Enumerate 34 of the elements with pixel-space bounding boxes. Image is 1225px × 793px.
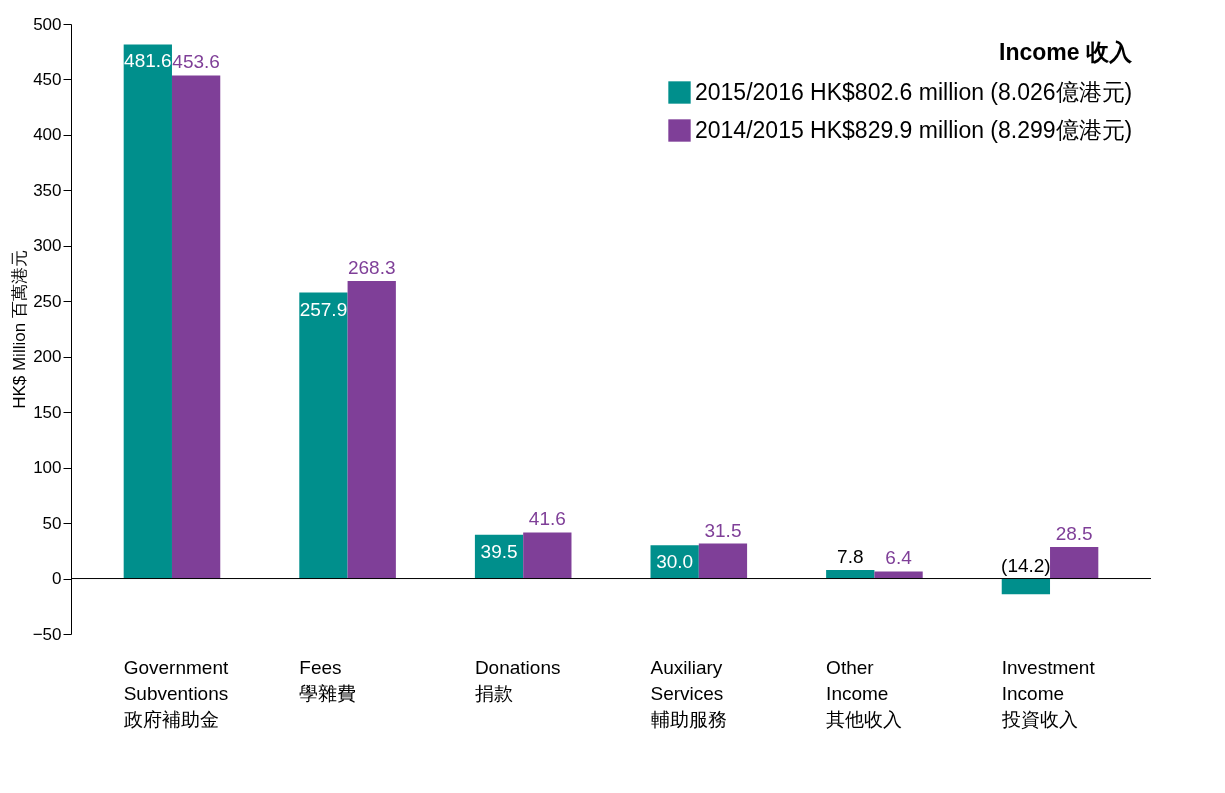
legend-label: 2015/2016 HK$802.6 million (8.026億港元)	[695, 78, 1133, 105]
data-label: 268.3	[347, 256, 396, 278]
y-tick-label: 500	[33, 14, 62, 34]
data-label: 481.6	[124, 50, 172, 72]
x-tick-label: Government Subventions 政府補助金	[123, 656, 229, 730]
y-tick-label: 350	[33, 180, 62, 200]
y-tick-label: 250	[33, 291, 62, 311]
data-label: 31.5	[704, 519, 742, 541]
y-tick-label: 450	[33, 69, 62, 89]
x-tick-label: Auxiliary Services 輔助服務	[650, 656, 727, 730]
x-tick-label: Fees 學雜費	[299, 656, 357, 704]
x-tick-label: Investment Income 投資收入	[1000, 656, 1096, 730]
data-label: 7.8	[837, 545, 864, 567]
y-tick-label: 100	[33, 458, 62, 478]
data-label: (14.2)	[1001, 554, 1051, 576]
y-tick-label: 50	[42, 513, 62, 533]
y-tick-label: −50	[32, 624, 62, 644]
data-label: 39.5	[480, 540, 518, 562]
data-label: 453.6	[172, 51, 220, 73]
x-tick-label: Donations 捐款	[474, 656, 561, 704]
y-tick-label: 400	[33, 125, 62, 145]
y-axis-title: HK$ Million 百萬港元	[9, 250, 29, 409]
x-tick-label: Other Income 其他收入	[826, 656, 903, 730]
legend-label: 2014/2015 HK$829.9 million (8.299億港元)	[695, 116, 1133, 143]
data-label: 28.5	[1055, 522, 1093, 544]
data-label: 257.9	[299, 298, 348, 320]
y-tick-label: 300	[33, 236, 62, 256]
data-label: 30.0	[656, 551, 694, 573]
y-tick-label: 0	[52, 569, 62, 589]
y-tick-label: 200	[33, 347, 62, 367]
y-tick-label: 150	[33, 402, 62, 422]
legend-title: Income 收入	[999, 39, 1133, 65]
data-label: 6.4	[885, 547, 913, 569]
data-label: 41.6	[528, 508, 566, 530]
